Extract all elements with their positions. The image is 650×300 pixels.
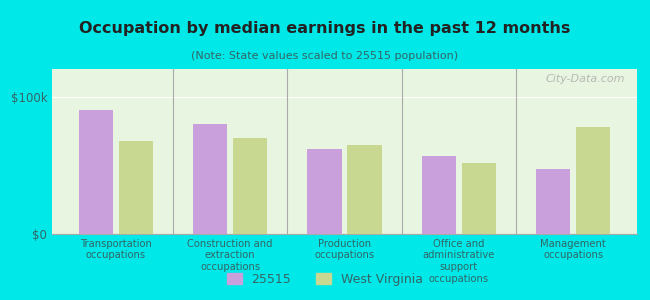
Bar bbox=[118, 140, 153, 234]
Bar bbox=[422, 156, 456, 234]
Text: (Note: State values scaled to 25515 population): (Note: State values scaled to 25515 popu… bbox=[192, 51, 458, 61]
Bar bbox=[233, 138, 267, 234]
Text: City-Data.com: City-Data.com bbox=[546, 74, 625, 84]
Bar bbox=[347, 145, 382, 234]
Text: Occupation by median earnings in the past 12 months: Occupation by median earnings in the pas… bbox=[79, 21, 571, 36]
Bar bbox=[462, 163, 496, 234]
Bar bbox=[536, 169, 571, 234]
Legend: 25515, West Virginia: 25515, West Virginia bbox=[222, 268, 428, 291]
Bar bbox=[307, 149, 342, 234]
Bar bbox=[79, 110, 113, 234]
Bar bbox=[193, 124, 227, 234]
Bar bbox=[576, 127, 610, 234]
